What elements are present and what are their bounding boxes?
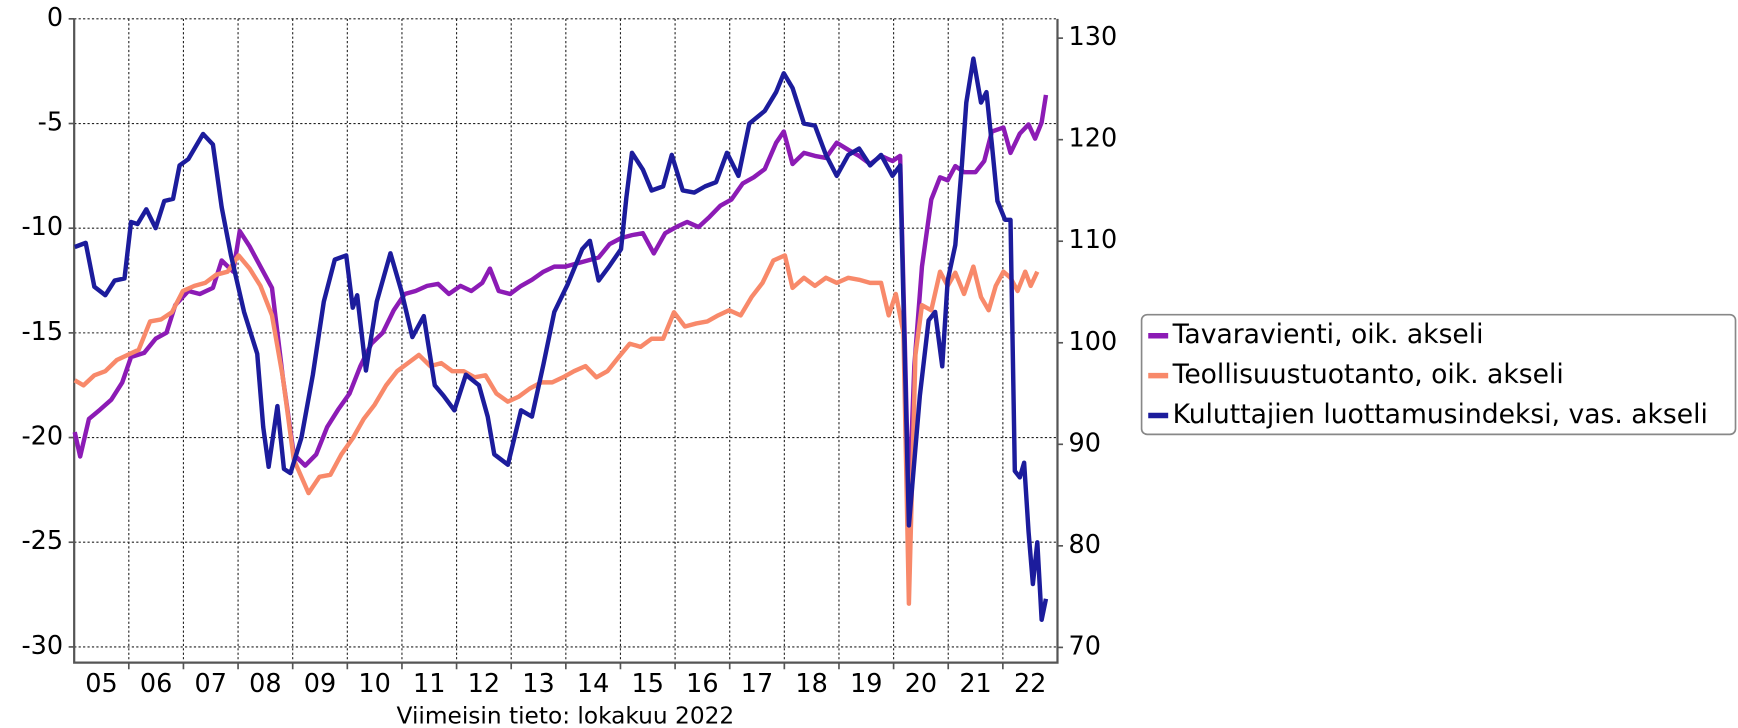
x-tick-label: 15 [632, 669, 664, 699]
footnote: Viimeisin tieto: lokakuu 2022 [397, 702, 735, 728]
x-tick-label: 16 [686, 669, 718, 699]
y2-tick-label: 100 [1069, 327, 1118, 357]
x-tick-label: 18 [795, 669, 827, 699]
x-tick-label: 17 [741, 669, 773, 699]
y-tick-label: -25 [21, 526, 63, 556]
x-tick-label: 10 [358, 669, 390, 699]
x-tick-label: 20 [905, 669, 937, 699]
legend-box [1140, 313, 1737, 436]
y-tick-label: -10 [21, 212, 63, 242]
y-tick-label: -5 [38, 108, 63, 138]
y2-tick-label: 120 [1069, 124, 1118, 154]
y2-tick-label: 90 [1069, 428, 1101, 458]
y2-tick-label: 130 [1069, 22, 1118, 52]
x-tick-label: 22 [1014, 669, 1046, 699]
x-tick-label: 12 [468, 669, 500, 699]
x-tick-label: 19 [850, 669, 882, 699]
y2-tick-label: 70 [1069, 631, 1101, 661]
x-tick-label: 09 [304, 669, 336, 699]
legend-label: Tavaravienti, oik. akseli [1172, 319, 1484, 350]
legend-label: Kuluttajien luottamusindeksi, vas. aksel… [1173, 399, 1708, 430]
x-tick-label: 06 [140, 669, 172, 699]
x-tick-label: 07 [195, 669, 227, 699]
legend-label: Teollisuustuotanto, oik. akseli [1172, 359, 1564, 390]
y-tick-label: -20 [21, 422, 63, 452]
x-tick-label: 05 [85, 669, 117, 699]
y-tick-label: 0 [47, 3, 63, 33]
y-tick-label: -30 [21, 631, 63, 661]
y-tick-label: -15 [21, 317, 63, 347]
x-tick-label: 14 [577, 669, 609, 699]
x-tick-label: 21 [959, 669, 991, 699]
y2-tick-label: 80 [1069, 530, 1101, 560]
legend: Tavaravienti, oik. akseli Teollisuustuota… [1140, 313, 1737, 436]
x-tick-label: 08 [249, 669, 281, 699]
x-tick-label: 11 [413, 669, 445, 699]
series-line [73, 253, 1040, 606]
y2-tick-label: 110 [1069, 225, 1118, 255]
axis-frame [73, 18, 1059, 664]
series-line [73, 56, 1049, 622]
x-tick-label: 13 [522, 669, 554, 699]
